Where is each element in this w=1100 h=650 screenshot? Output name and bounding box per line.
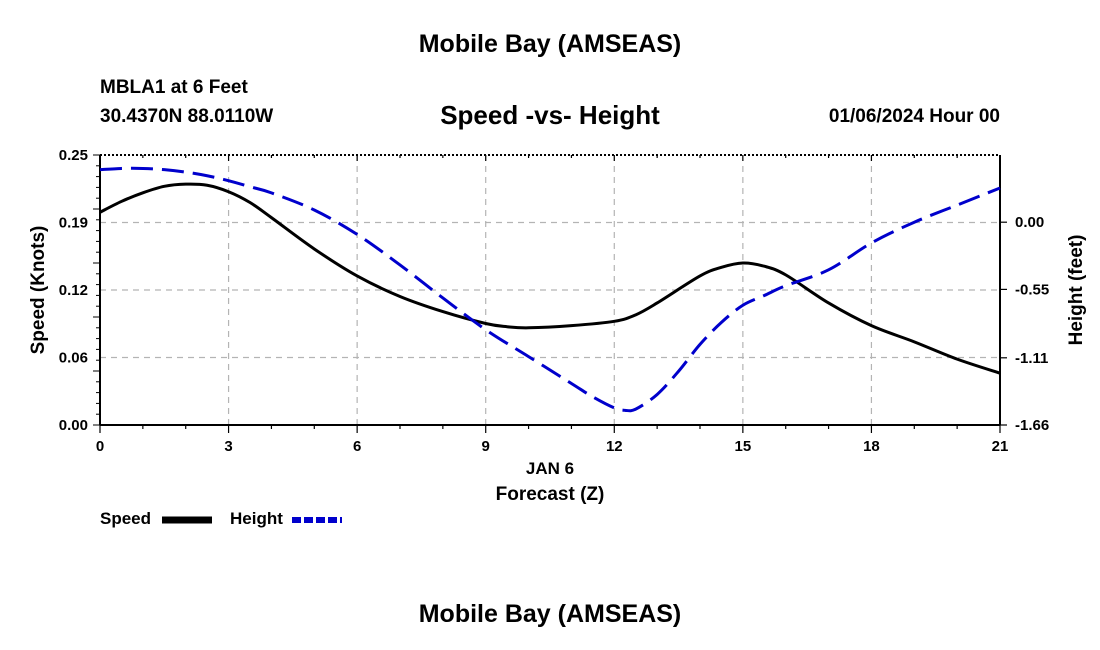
x-tick-label: 6 xyxy=(353,438,361,455)
chart-title: Speed -vs- Height xyxy=(440,100,660,130)
y-tick-label-left: 0.00 xyxy=(59,417,88,434)
x-tick-label: 21 xyxy=(992,438,1009,455)
y-axis-label-left: Speed (Knots) xyxy=(28,226,49,355)
y-tick-label-left: 0.19 xyxy=(59,215,88,232)
y-tick-label-right: 0.00 xyxy=(1015,214,1044,231)
legend-label-speed: Speed xyxy=(100,509,152,528)
x-tick-label: 3 xyxy=(224,438,232,455)
legend-label-height: Height xyxy=(230,509,283,528)
series-line-height xyxy=(99,166,1001,413)
x-tick-label: 0 xyxy=(96,438,104,455)
forecast-datetime: 01/06/2024 Hour 00 xyxy=(828,106,1000,127)
x-tick-label: 18 xyxy=(863,438,880,455)
x-tick-label: 9 xyxy=(482,438,490,455)
footer-title: Mobile Bay (AMSEAS) xyxy=(418,600,682,628)
station-label: MBLA1 at 6 Feet xyxy=(100,77,248,98)
y-tick-label-left: 0.25 xyxy=(59,147,88,164)
speed-height-chart: 0 3 6 9 12 15 18 21 0.00 0.06 0.12 0.19 0.25 -1.66 -1.… xyxy=(28,147,1087,524)
y-tick-label-right: -1.66 xyxy=(1015,417,1049,434)
x-date-label: JAN 6 xyxy=(526,459,574,478)
y-tick-label-left: 0.12 xyxy=(59,282,88,299)
y-tick-label-right: -1.11 xyxy=(1015,350,1048,367)
x-tick-label: 12 xyxy=(606,438,623,455)
y-tick-label-right: -0.55 xyxy=(1015,281,1049,298)
x-tick-label: 15 xyxy=(735,438,752,455)
coordinates-label: 30.4370N 88.0110W xyxy=(100,106,274,127)
y-axis-label-right: Height (feet) xyxy=(1066,235,1087,346)
series-line-speed xyxy=(99,182,1001,375)
y-tick-label-left: 0.06 xyxy=(59,350,88,367)
page-title: Mobile Bay (AMSEAS) xyxy=(418,30,682,58)
x-axis-label: Forecast (Z) xyxy=(496,484,605,505)
